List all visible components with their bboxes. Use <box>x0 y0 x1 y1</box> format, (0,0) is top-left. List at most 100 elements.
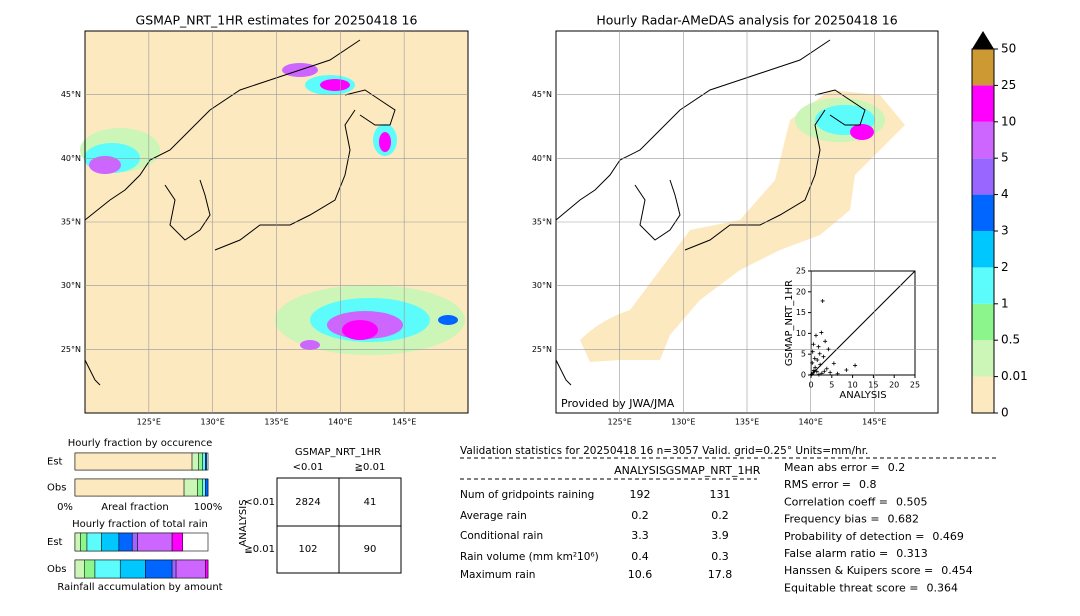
lat-label: 30°N <box>532 281 552 290</box>
bar-segment <box>198 452 203 471</box>
metric-value: 0.364 <box>926 581 958 594</box>
x-tick-label: 20 <box>889 381 899 390</box>
stat-label: Conditional rain <box>460 530 543 542</box>
bar-segment <box>205 478 209 497</box>
metric-value: 0.313 <box>896 547 928 560</box>
x-axis-label: ANALYSIS <box>839 390 886 401</box>
metric-label: RMS error = <box>784 478 851 491</box>
colorbar-label: 10 <box>1001 114 1016 128</box>
bar-segment <box>84 559 96 579</box>
credit: Provided by JWA/JMA <box>561 397 675 410</box>
y-tick-label: 5 <box>801 350 806 359</box>
stat-value: 3.9 <box>711 529 729 542</box>
metric-label: Equitable threat score = <box>784 581 918 594</box>
scatter-point <box>810 349 815 354</box>
bar-segment <box>183 478 198 497</box>
x-tick-label: 0 <box>808 381 813 390</box>
stat-value: 3.3 <box>631 529 649 542</box>
colorbar-label: 1 <box>1001 296 1009 310</box>
chart-footer: Rainfall accumulation by amount <box>57 582 222 593</box>
map-title: Hourly Radar-AMeDAS analysis for 2025041… <box>596 13 897 28</box>
axis-label: 0% <box>57 502 73 513</box>
scatter-point <box>813 333 818 338</box>
table-cell: 2824 <box>295 497 320 508</box>
lat-label: 45°N <box>61 90 81 99</box>
table-title: GSMAP_NRT_1HR <box>295 447 381 458</box>
coastline <box>84 39 396 386</box>
bar-segment <box>171 532 183 552</box>
analysis-coverage <box>580 90 905 362</box>
lon-label: 135°E <box>264 418 288 427</box>
y-tick-label: 20 <box>796 287 806 296</box>
colorbar-segment <box>972 121 994 159</box>
metric-value: 0.505 <box>896 495 928 508</box>
stat-label: Rain volume (mm km²10⁶) <box>460 551 599 563</box>
lat-label: 35°N <box>532 218 552 227</box>
bar-segment <box>171 559 177 579</box>
bar-segment <box>175 559 206 579</box>
scatter-point <box>824 366 829 371</box>
one-to-one-line <box>810 270 916 376</box>
scatter-point <box>828 370 833 375</box>
axis-label: Areal fraction <box>101 502 168 513</box>
bar-segment <box>205 452 207 471</box>
bar-segment <box>94 559 121 579</box>
lat-label: 35°N <box>61 218 81 227</box>
x-tick-label: 10 <box>848 381 858 390</box>
bar-segment <box>80 532 88 552</box>
metric-value: 0.8 <box>859 478 877 491</box>
scatter-point <box>814 369 819 374</box>
stat-value: 0.2 <box>711 509 729 522</box>
metric-label: Frequency bias = <box>784 513 880 526</box>
rain-blobs <box>80 63 465 355</box>
lon-label: 125°E <box>608 418 632 427</box>
scatter-point <box>811 342 816 347</box>
lat-label: 25°N <box>532 345 552 354</box>
lon-label: 130°E <box>671 418 695 427</box>
stat-value: 10.6 <box>628 568 653 581</box>
bar-segment <box>202 452 206 471</box>
stat-value: 131 <box>710 488 731 501</box>
metric-value: 0.454 <box>941 564 973 577</box>
table-cell: 90 <box>364 544 377 555</box>
colorbar-label: 2 <box>1001 260 1009 274</box>
colorbar-segment <box>972 85 994 122</box>
colorbar-label: 0.5 <box>1001 333 1020 347</box>
stat-value: 192 <box>630 488 651 501</box>
scatter-point <box>819 330 824 335</box>
scatter-point <box>822 369 827 374</box>
row-label: ≧0.01 <box>244 544 275 555</box>
scatter-point <box>810 360 815 365</box>
metric-label: False alarm ratio = <box>784 547 888 560</box>
colorbar-label: 3 <box>1001 224 1009 238</box>
stat-label: Average rain <box>460 510 527 522</box>
scatter-point <box>813 365 818 370</box>
lon-label: 145°E <box>392 418 416 427</box>
lon-label: 140°E <box>328 418 352 427</box>
bar-segment <box>131 532 138 552</box>
colorbar-label: 0 <box>1001 406 1009 420</box>
metric-label: Hanssen & Kuipers score = <box>784 564 933 577</box>
table-cell: 102 <box>298 544 317 555</box>
lon-label: 125°E <box>137 418 161 427</box>
scatter-point <box>811 370 816 375</box>
y-tick-label: 25 <box>796 267 806 276</box>
chart-title: Hourly fraction of total rain <box>72 519 208 530</box>
lat-label: 25°N <box>61 345 81 354</box>
bar-segment <box>86 532 102 552</box>
col-label: <0.01 <box>293 462 324 473</box>
lat-label: 30°N <box>61 281 81 290</box>
metric-value: 0.2 <box>888 461 906 474</box>
metric-label: Correlation coeff = <box>784 495 888 508</box>
stat-value: 0.4 <box>631 550 649 563</box>
colorbar-label: 50 <box>1001 42 1016 56</box>
colorbar-segment <box>972 231 994 268</box>
chart-title: Hourly fraction by occurence <box>68 438 212 449</box>
scatter-point <box>815 358 820 363</box>
scatter-point <box>816 372 821 377</box>
scatter-point <box>821 354 826 359</box>
colorbar-segment <box>972 267 994 304</box>
table-cell: 41 <box>364 497 377 508</box>
bar-segment <box>205 559 209 579</box>
